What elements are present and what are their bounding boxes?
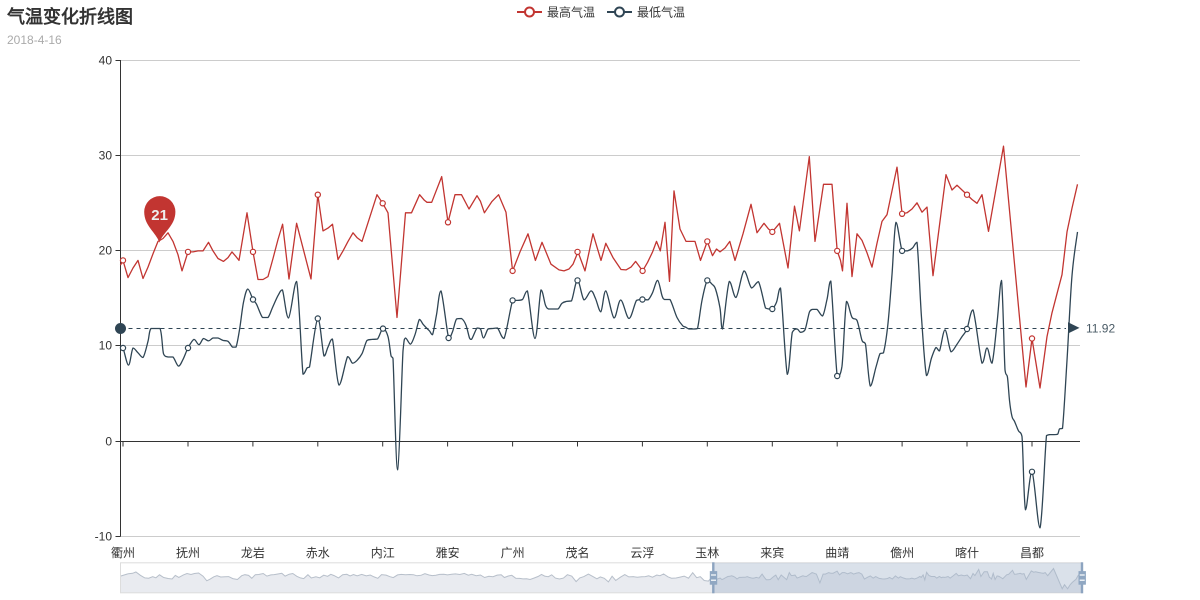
svg-text:昌都: 昌都 [1020, 546, 1044, 560]
svg-text:雅安: 雅安 [436, 545, 460, 560]
svg-text:云浮: 云浮 [630, 546, 654, 560]
svg-text:30: 30 [99, 149, 113, 163]
svg-text:衢州: 衢州 [111, 546, 135, 560]
svg-text:广州: 广州 [501, 546, 525, 560]
svg-text:曲靖: 曲靖 [825, 546, 849, 560]
svg-text:20: 20 [99, 244, 113, 258]
svg-text:茂名: 茂名 [565, 545, 589, 560]
svg-text:10: 10 [99, 339, 113, 353]
svg-text:来宾: 来宾 [760, 545, 784, 560]
svg-text:0: 0 [105, 435, 112, 449]
svg-text:玉林: 玉林 [695, 546, 719, 560]
svg-text:11.92: 11.92 [1086, 322, 1115, 336]
svg-text:内江: 内江 [371, 546, 395, 560]
svg-text:赤水: 赤水 [306, 546, 330, 560]
svg-text:40: 40 [99, 54, 113, 68]
svg-text:龙岩: 龙岩 [241, 545, 265, 560]
svg-text:2018-4-16: 2018-4-16 [7, 33, 62, 47]
svg-text:儋州: 儋州 [890, 546, 914, 560]
svg-text:最低气温: 最低气温 [637, 5, 685, 20]
svg-text:-10: -10 [95, 530, 113, 544]
svg-text:最高气温: 最高气温 [547, 5, 595, 20]
svg-text:喀什: 喀什 [955, 546, 979, 560]
svg-text:21: 21 [151, 207, 168, 224]
svg-text:抚州: 抚州 [176, 546, 200, 560]
svg-text:气温变化折线图: 气温变化折线图 [6, 6, 133, 27]
